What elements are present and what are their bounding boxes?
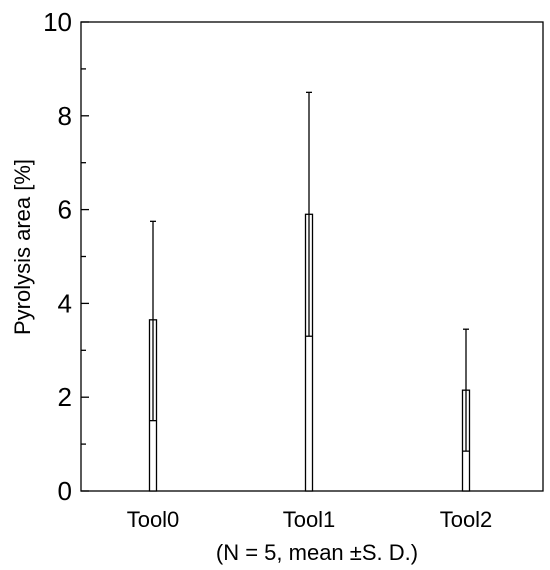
y-axis-title: Pyrolysis area [%]: [10, 159, 35, 335]
y-tick-label: 8: [58, 101, 72, 131]
y-tick-label: 4: [58, 288, 72, 318]
y-tick-label: 2: [58, 382, 72, 412]
x-axis-title: (N = 5, mean ±S. D.): [216, 540, 418, 565]
x-category-label: Tool1: [283, 507, 336, 532]
y-tick-label: 0: [58, 476, 72, 506]
y-tick-label: 6: [58, 195, 72, 225]
x-category-label: Tool2: [440, 507, 493, 532]
x-category-label: Tool0: [127, 507, 180, 532]
y-tick-label: 10: [43, 7, 72, 37]
